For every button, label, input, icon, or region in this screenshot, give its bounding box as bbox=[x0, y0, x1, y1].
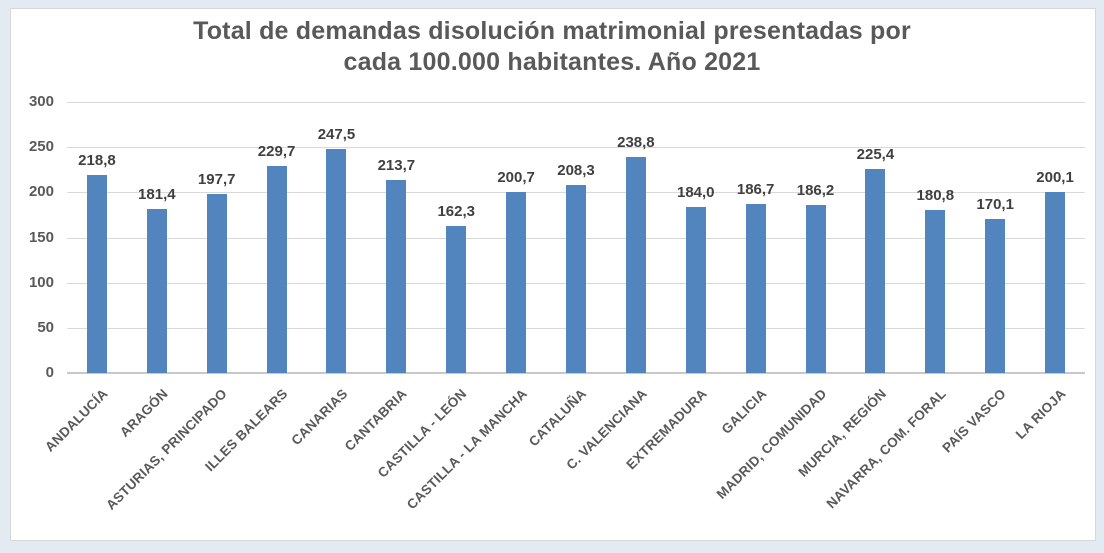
bar-value-label: 200,1 bbox=[1036, 169, 1074, 187]
y-axis-tick-label: 50 bbox=[37, 318, 54, 336]
bar bbox=[446, 226, 467, 373]
gridline bbox=[67, 147, 1085, 149]
bar bbox=[326, 149, 347, 373]
bar-value-label: 186,7 bbox=[736, 181, 775, 199]
x-axis: ANDALUCÍA ARAGÓN ASTURIAS, PRINCIPADO ILLES… bbox=[42, 373, 1085, 541]
bar bbox=[266, 165, 287, 373]
x-axis-category-label: CATALUÑA bbox=[526, 386, 590, 450]
x-axis-category-label: CASTILLA - LA MANCHA bbox=[403, 386, 530, 513]
bar bbox=[985, 219, 1006, 373]
x-axis-category-label: CANARIAS bbox=[287, 386, 351, 449]
bar bbox=[86, 175, 107, 373]
plot-area: 218,8 181,4 197,7 229,7 247,5 213,7 162,3 200,7… bbox=[67, 102, 1085, 374]
bar-value-label: 213,7 bbox=[377, 156, 416, 174]
x-axis-line bbox=[67, 372, 1085, 374]
chart-frame bbox=[10, 8, 1096, 541]
x-axis-category-label: NAVARRA, COM. FORAL bbox=[823, 386, 949, 512]
chart-title: Total de demandas disolución matrimonial… bbox=[70, 16, 1034, 78]
bar bbox=[206, 194, 227, 373]
bar-value-label: 184,0 bbox=[676, 183, 715, 201]
x-axis-category-label: MADRID, COMUNIDAD bbox=[713, 386, 830, 502]
bar bbox=[925, 209, 946, 373]
bar-value-label: 181,4 bbox=[138, 186, 176, 204]
bar-value-label: 229,7 bbox=[257, 142, 296, 160]
bar-value-label: 238,8 bbox=[617, 134, 655, 152]
y-axis-tick-label: 200 bbox=[28, 183, 54, 201]
y-axis-tick-label: 300 bbox=[28, 93, 54, 110]
x-axis-category-label: PAÍS VASCO bbox=[939, 386, 1009, 456]
x-axis-category-label: LA RIOJA bbox=[1012, 386, 1069, 442]
bar-value-label: 180,8 bbox=[916, 186, 955, 204]
bar-value-label: 208,3 bbox=[557, 161, 595, 179]
x-axis-category-label: ASTURIAS, PRINCIPADO bbox=[103, 386, 231, 513]
bar bbox=[146, 209, 167, 373]
bar-value-label: 200,7 bbox=[497, 168, 535, 186]
bar-value-label: 170,1 bbox=[976, 196, 1014, 214]
x-axis-category-label: GALICIA bbox=[718, 386, 770, 437]
bar bbox=[506, 191, 527, 373]
chart-title-line-2: cada 100.000 habitantes. Año 2021 bbox=[343, 48, 761, 76]
x-axis-category-label: ARAGÓN bbox=[116, 386, 171, 440]
bar bbox=[865, 169, 886, 373]
y-axis: 0 50 100 150 200 250 300 bbox=[0, 93, 54, 381]
bar-value-label: 162,3 bbox=[437, 203, 476, 221]
bar-value-label: 197,7 bbox=[197, 171, 236, 189]
bar bbox=[566, 184, 586, 373]
bar bbox=[1045, 192, 1066, 373]
bar-value-label: 225,4 bbox=[856, 146, 895, 164]
bar bbox=[745, 204, 766, 373]
bar-value-label: 218,8 bbox=[78, 152, 116, 170]
y-axis-tick-label: 150 bbox=[28, 228, 54, 246]
bar-value-label: 247,5 bbox=[317, 126, 356, 144]
bar bbox=[805, 204, 826, 373]
gridline bbox=[67, 102, 1085, 103]
bar bbox=[386, 179, 407, 373]
bar bbox=[625, 157, 646, 373]
bar-value-label: 186,2 bbox=[796, 181, 835, 199]
y-axis-tick-label: 0 bbox=[45, 364, 54, 381]
chart-title-line-1: Total de demandas disolución matrimonial… bbox=[193, 17, 911, 45]
bar bbox=[685, 206, 706, 373]
y-axis-tick-label: 100 bbox=[28, 273, 54, 291]
y-axis-tick-label: 250 bbox=[28, 138, 54, 156]
